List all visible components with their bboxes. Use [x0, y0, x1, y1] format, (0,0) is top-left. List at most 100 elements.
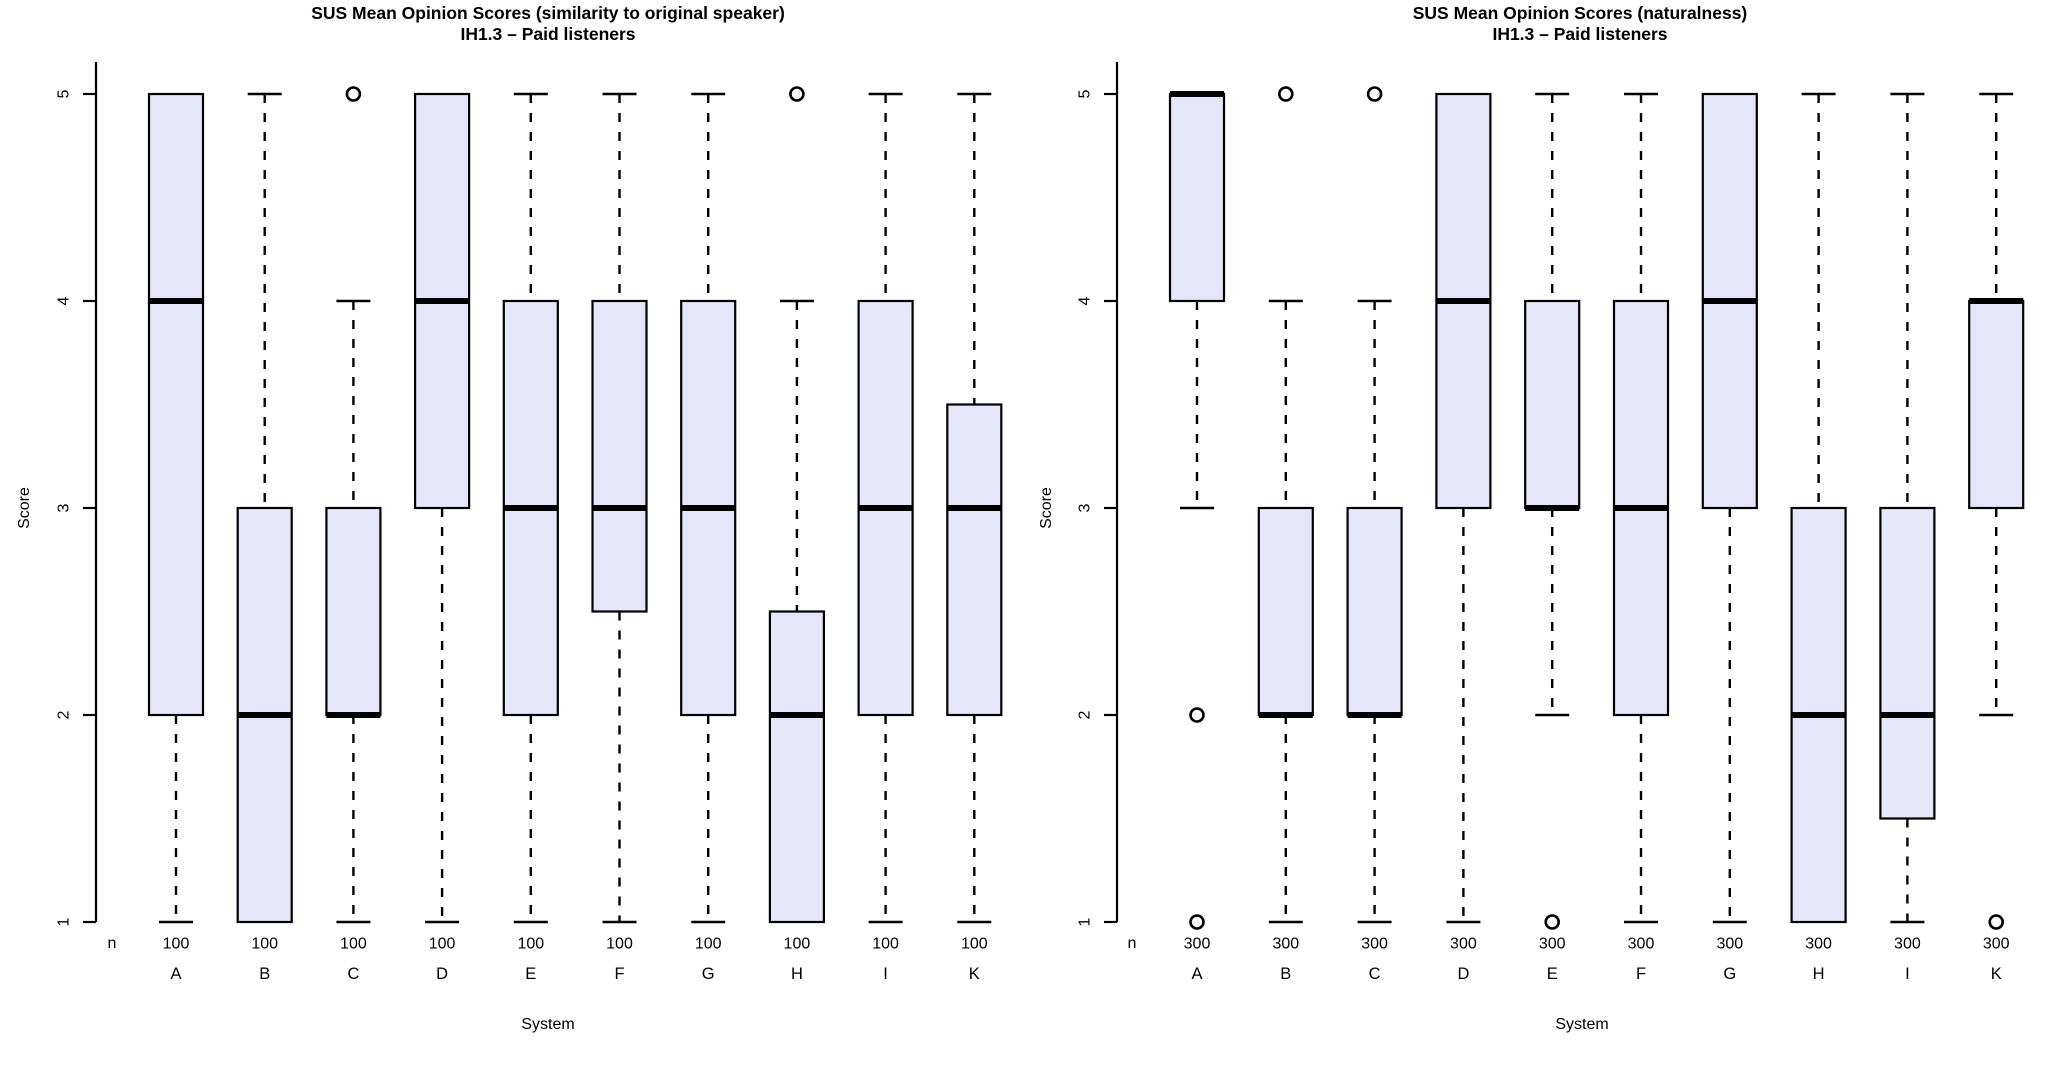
- outlier-point: [789, 86, 805, 102]
- n-value: 100: [429, 936, 456, 953]
- y-tick-label: 3: [1077, 503, 1094, 512]
- outlier-point: [1988, 914, 2005, 930]
- box-B: 100 B: [236, 92, 293, 983]
- box-K: 100 K: [946, 92, 1003, 983]
- n-value: 300: [1361, 936, 1388, 953]
- iqr-box: [1968, 299, 2025, 510]
- category-label: H: [791, 965, 803, 983]
- n-value: 100: [695, 936, 722, 953]
- y-tick-label: 4: [56, 296, 73, 305]
- chart-title: SUS Mean Opinion Scores (similarity to o…: [311, 3, 785, 23]
- chart-subtitle: IH1.3 – Paid listeners: [460, 24, 636, 44]
- y-tick-label: 5: [1077, 89, 1094, 98]
- n-value: 100: [163, 936, 190, 953]
- category-label: B: [1280, 965, 1291, 983]
- chart-subtitle: IH1.3 – Paid listeners: [1492, 24, 1668, 44]
- box-C: 100 C: [325, 86, 382, 983]
- box-D: 100 D: [414, 92, 471, 983]
- y-tick-label: 2: [1077, 710, 1094, 719]
- n-row-caption: n: [107, 935, 117, 952]
- n-value: 300: [1628, 936, 1655, 953]
- category-label: C: [1369, 965, 1381, 983]
- y-axis-label: Score: [1038, 487, 1055, 529]
- iqr-box: [768, 610, 826, 924]
- x-axis-label: System: [521, 1016, 575, 1033]
- box-F: 100 F: [591, 92, 648, 983]
- category-label: K: [1991, 965, 2002, 983]
- n-value: 100: [517, 936, 544, 953]
- category-label: D: [1457, 965, 1469, 983]
- category-label: H: [1813, 965, 1825, 983]
- n-value: 100: [606, 936, 633, 953]
- n-row-caption: n: [1127, 935, 1137, 952]
- n-value: 100: [784, 936, 811, 953]
- x-axis-label: System: [1555, 1016, 1609, 1033]
- boxplot-canvas-naturalness: 12345300A300B300C300D300E300F300G300H300…: [1077, 62, 2025, 983]
- iqr-box: [946, 403, 1003, 717]
- box-G: 100 G: [680, 92, 737, 983]
- outlier-point: [1544, 914, 1561, 930]
- iqr-box: [1168, 92, 1226, 303]
- category-label: F: [1636, 965, 1646, 983]
- box-B: 300 B: [1257, 86, 1314, 983]
- box-D: 300 D: [1435, 92, 1492, 983]
- category-label: F: [614, 965, 624, 983]
- n-value: 300: [1716, 936, 1743, 953]
- box-C: 300 C: [1346, 86, 1403, 983]
- iqr-box: [1524, 299, 1581, 510]
- category-label: E: [1547, 965, 1558, 983]
- box-I: 100 I: [857, 92, 914, 983]
- category-label: D: [436, 965, 448, 983]
- box-G: 300 G: [1701, 92, 1758, 983]
- outlier-point: [1366, 86, 1383, 102]
- iqr-box: [591, 299, 648, 613]
- category-label: G: [702, 965, 715, 983]
- boxplot-canvas-similarity: 12345100A100B100C100D100E100F100G100H100…: [56, 62, 1003, 983]
- category-label: K: [969, 965, 980, 983]
- box-H: 100 H: [768, 86, 826, 983]
- category-label: I: [1905, 965, 1910, 983]
- category-label: G: [1723, 965, 1736, 983]
- y-tick-label: 5: [56, 89, 73, 98]
- box-A: 100 A: [147, 92, 205, 983]
- outlier-point: [1189, 707, 1205, 723]
- category-label: A: [1191, 965, 1202, 983]
- n-value: 300: [1894, 936, 1921, 953]
- n-value: 100: [251, 936, 278, 953]
- n-value: 300: [1539, 936, 1566, 953]
- n-value: 300: [1805, 936, 1832, 953]
- y-tick-label: 2: [56, 710, 73, 719]
- n-value: 300: [1450, 936, 1477, 953]
- category-label: C: [347, 965, 359, 983]
- n-value: 300: [1983, 936, 2010, 953]
- y-tick-label: 3: [56, 503, 73, 512]
- box-E: 300 E: [1524, 92, 1581, 983]
- outlier-point: [345, 86, 362, 102]
- category-label: B: [259, 965, 270, 983]
- n-value: 100: [961, 936, 988, 953]
- y-tick-label: 1: [1077, 917, 1094, 926]
- box-I: 300 I: [1879, 92, 1936, 983]
- outlier-point: [1278, 86, 1294, 102]
- box-K: 300 K: [1968, 92, 2025, 983]
- box-H: 300 H: [1790, 92, 1847, 983]
- n-value: 100: [340, 936, 367, 953]
- box-A: 300 A: [1168, 91, 1226, 983]
- n-value: 300: [1184, 936, 1211, 953]
- category-label: I: [883, 965, 888, 983]
- box-F: 300 F: [1612, 92, 1670, 983]
- category-label: A: [170, 965, 181, 983]
- iqr-box: [325, 506, 382, 717]
- n-value: 300: [1272, 936, 1299, 953]
- chart-title: SUS Mean Opinion Scores (naturalness): [1412, 3, 1748, 23]
- category-label: E: [525, 965, 536, 983]
- iqr-box: [147, 92, 205, 717]
- box-E: 100 E: [502, 92, 559, 983]
- chart-similarity: SUS Mean Opinion Scores (similarity to o…: [16, 3, 1003, 1033]
- y-axis-label: Score: [16, 487, 33, 529]
- y-tick-label: 1: [56, 917, 73, 926]
- n-value: 100: [872, 936, 899, 953]
- iqr-box: [1346, 506, 1403, 717]
- iqr-box: [1257, 506, 1314, 717]
